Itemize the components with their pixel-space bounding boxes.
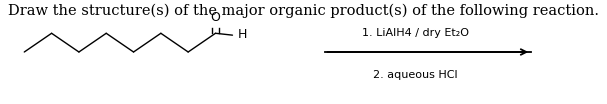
Text: Draw the structure(s) of the major organic product(s) of the following reaction.: Draw the structure(s) of the major organ… [8,3,599,17]
Text: H: H [237,28,246,41]
Text: 1. LiAlH4 / dry Et₂O: 1. LiAlH4 / dry Et₂O [362,28,469,38]
Text: 2. aqueous HCl: 2. aqueous HCl [373,70,458,80]
Text: O: O [211,11,220,24]
